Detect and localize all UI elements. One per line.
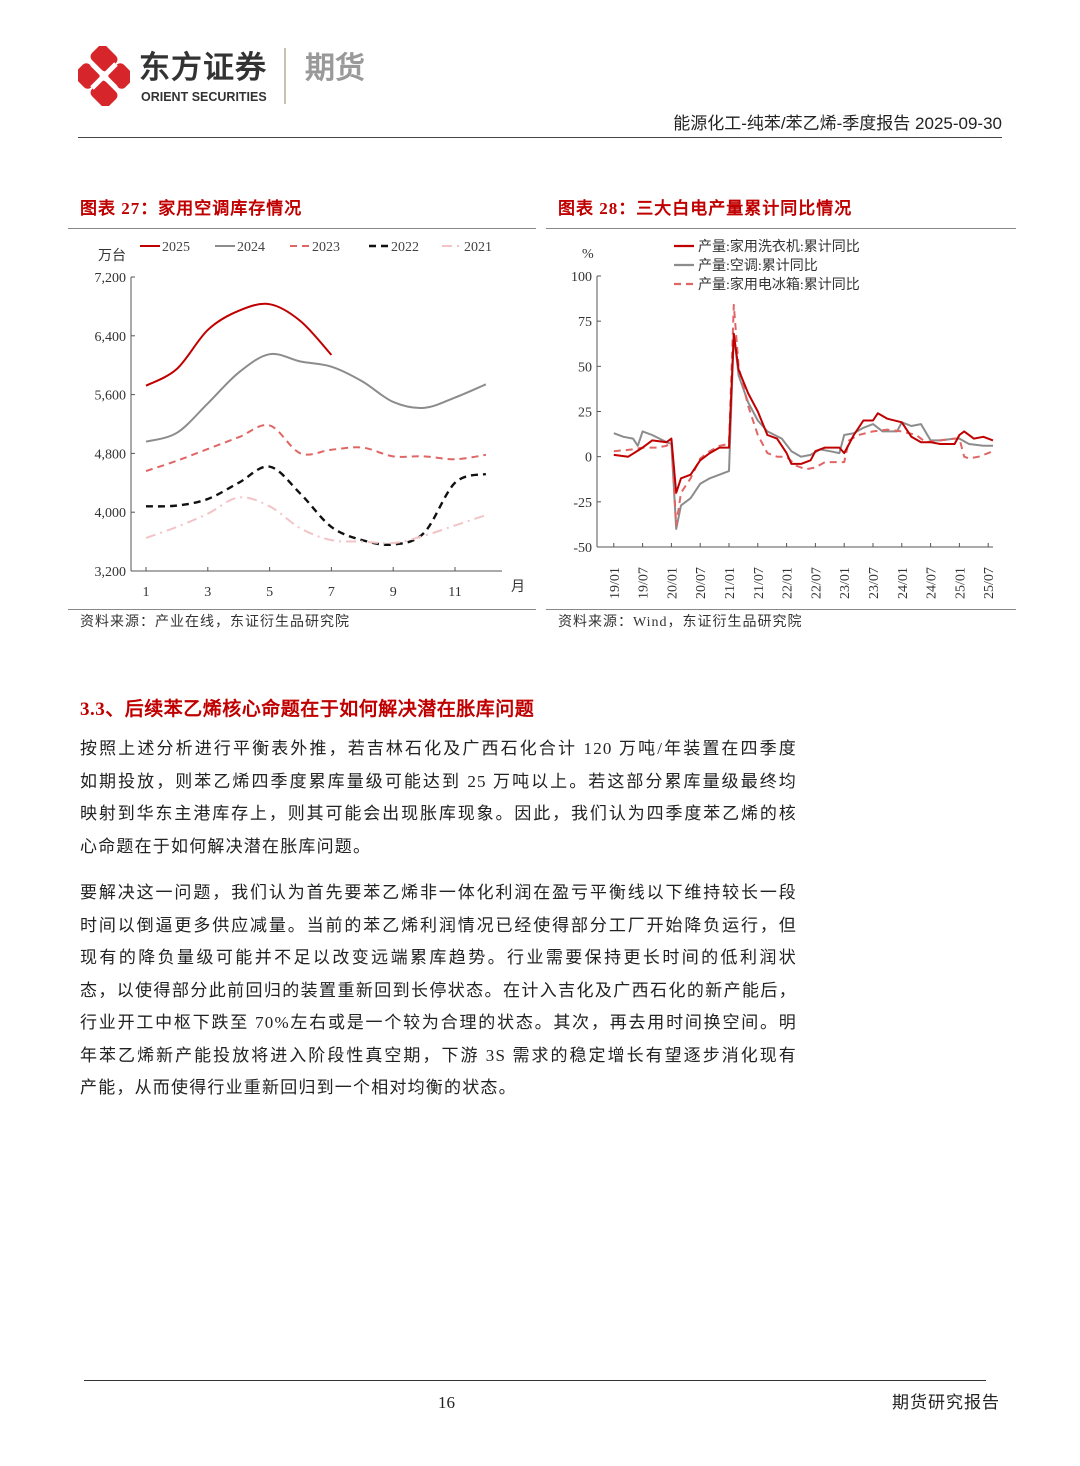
- x-axis-label: 月: [511, 579, 525, 595]
- y-tick-label: 3,200: [95, 565, 127, 580]
- y-tick-label: 4,800: [95, 447, 127, 462]
- series-line-0: [613, 332, 994, 494]
- figure-top-rule: [546, 228, 1016, 229]
- figure-source: 资料来源：Wind，东证衍生品研究院: [558, 615, 803, 630]
- x-tick-label: 22/01: [781, 567, 796, 599]
- y-tick-label: 0: [585, 451, 592, 466]
- text-line: 现有的降负量级可能并不足以改变远端累库趋势。行业需要保持更长时间的低利润状: [80, 948, 797, 967]
- series-line-2021: [145, 496, 487, 545]
- legend-label: 2025: [162, 240, 190, 255]
- paragraph-2: 要解决这一问题，我们认为首先要苯乙烯非一体化利润在盈亏平衡线以下维持较长一段 时…: [80, 877, 797, 1105]
- x-tick-label: 22/07: [809, 567, 824, 599]
- ac-inventory-chart: 3,200 4,000 4,800 5,600 6,400 7,200 1 3 5 7 9 11 月 万台…: [95, 240, 526, 600]
- legend-label: 产量:家用电冰箱:累计同比: [698, 276, 860, 293]
- series-line-2024: [145, 352, 487, 443]
- x-tick-label: 23/01: [838, 567, 853, 599]
- footer-label: 期货研究报告: [892, 1393, 1000, 1412]
- x-tick-label: 19/07: [637, 567, 652, 599]
- brand-name-cn: 东方证券: [139, 50, 267, 85]
- series-line-2: [613, 303, 994, 527]
- figure-bottom-rule: [68, 609, 536, 610]
- y-tick-label: 75: [578, 315, 592, 330]
- legend-label: 2024: [237, 240, 265, 255]
- x-tick-label: 9: [390, 585, 397, 600]
- x-tick-label: 25/01: [953, 567, 968, 599]
- y-axis-label: %: [582, 247, 594, 262]
- legend-label: 产量:空调:累计同比: [698, 258, 818, 274]
- x-tick-label: 11: [448, 585, 461, 600]
- y-tick-label: -25: [573, 496, 592, 511]
- text-line: 态，以使得部分此前回归的装置重新回到长停状态。在计入吉化及广西石化的新产能后，: [80, 980, 797, 1000]
- series-line-2025: [145, 302, 333, 387]
- x-tick-label: 21/07: [752, 567, 767, 599]
- x-tick-label: 21/01: [723, 567, 738, 599]
- x-tick-label: 3: [204, 585, 211, 600]
- series-line-2022: [145, 465, 487, 547]
- y-tick-label: 7,200: [95, 271, 127, 286]
- x-tick-label: 23/07: [867, 567, 882, 599]
- y-tick-label: 4,000: [95, 506, 127, 521]
- y-tick-label: -50: [573, 541, 592, 556]
- x-tick-label: 25/07: [982, 567, 997, 599]
- text-line: 心命题在于如何解决潜在胀库问题。: [80, 836, 372, 856]
- legend-label: 2023: [312, 240, 340, 255]
- text-line: 映射到华东主港库存上，则其可能会出现胀库现象。因此，我们认为四季度苯乙烯的核: [80, 804, 797, 823]
- y-tick-label: 50: [578, 360, 592, 375]
- text-line: 要解决这一问题，我们认为首先要苯乙烯非一体化利润在盈亏平衡线以下维持较长一段: [80, 883, 797, 902]
- legend-label: 2021: [464, 240, 492, 255]
- legend-label: 2022: [391, 240, 419, 255]
- orient-logo-icon: [78, 46, 130, 106]
- figure-title: 图表 28：三大白电产量累计同比情况: [558, 199, 853, 218]
- brand-sub: 期货: [305, 52, 365, 85]
- text-line: 时间以倒逼更多供应减量。当前的苯乙烯利润情况已经使得部分工厂开始降负运行，但: [80, 915, 797, 935]
- header-rule: [78, 137, 1002, 138]
- text-line: 如期投放，则苯乙烯四季度累库量级可能达到 25 万吨以上。若这部分累库量级最终均: [80, 771, 797, 791]
- x-tick-label: 24/01: [896, 567, 911, 599]
- figure-title: 图表 27：家用空调库存情况: [80, 199, 303, 218]
- text-line: 按照上述分析进行平衡表外推，若吉林石化及广西石化合计 120 万吨/年装置在四季…: [80, 739, 797, 758]
- brand-divider: [284, 48, 286, 104]
- x-tick-label: 5: [266, 585, 273, 600]
- figure-top-rule: [68, 228, 536, 229]
- y-tick-label: 100: [571, 270, 592, 285]
- paragraph-1: 按照上述分析进行平衡表外推，若吉林石化及广西石化合计 120 万吨/年装置在四季…: [80, 733, 797, 863]
- page-number: 16: [438, 1393, 455, 1412]
- series-line-2023: [145, 424, 487, 472]
- x-tick-label: 20/01: [665, 567, 680, 599]
- y-tick-label: 25: [578, 406, 592, 421]
- x-tick-label: 24/07: [925, 567, 940, 599]
- brand-name-en: ORIENT SECURITIES: [141, 90, 267, 104]
- x-tick-label: 7: [328, 585, 335, 600]
- x-tick-label: 1: [143, 585, 150, 600]
- y-tick-label: 6,400: [95, 330, 127, 345]
- appliance-output-yoy-chart: -50 -25 0 25 50 75 100 19/01 19/07 20/01 20/07 21/0…: [571, 238, 997, 599]
- text-line: 产能，从而使得行业重新回归到一个相对均衡的状态。: [80, 1078, 517, 1097]
- figure-bottom-rule: [546, 609, 1016, 610]
- x-tick-label: 19/01: [608, 567, 623, 599]
- report-title: 能源化工-纯苯/苯乙烯-季度报告 2025-09-30: [673, 114, 1002, 133]
- section-heading: 3.3、后续苯乙烯核心命题在于如何解决潜在胀库问题: [80, 699, 535, 720]
- text-line: 行业开工中枢下跌至 70%左右或是一个较为合理的状态。其次，再去用时间换空间。明: [80, 1013, 797, 1032]
- series-line-1: [613, 332, 993, 530]
- legend-label: 产量:家用洗衣机:累计同比: [698, 238, 860, 255]
- figure-source: 资料来源：产业在线，东证衍生品研究院: [80, 615, 350, 630]
- text-line: 年苯乙烯新产能投放将进入阶段性真空期，下游 3S 需求的稳定增长有望逐步消化现有: [80, 1045, 797, 1065]
- x-tick-label: 20/07: [694, 567, 709, 599]
- footer-rule: [84, 1380, 986, 1381]
- y-tick-label: 5,600: [95, 389, 127, 404]
- y-axis-label: 万台: [98, 248, 126, 264]
